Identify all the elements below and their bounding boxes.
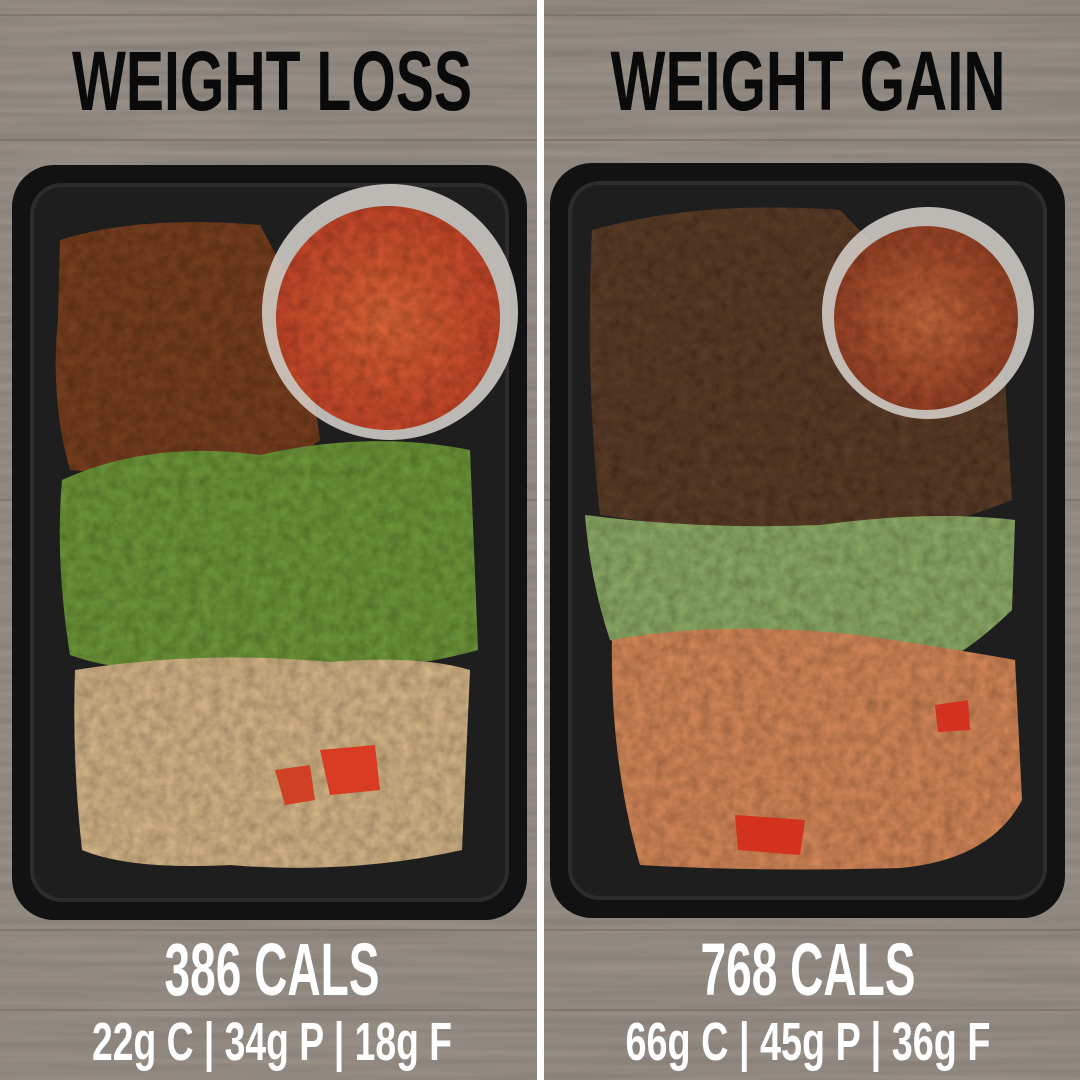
divider [537,0,544,1080]
tomato [275,765,315,805]
panel-title: WEIGHT LOSS [72,34,472,128]
greens [59,441,478,671]
panel-title: WEIGHT GAIN [611,34,1006,128]
right-meal [550,163,1065,918]
tomato [935,700,970,732]
ground-meat [55,222,320,482]
spanish-rice [611,628,1022,870]
salsa [834,226,1018,410]
tomato [320,745,380,795]
cauliflower-rice [74,657,471,868]
tomato [735,815,805,855]
calories: 386 CALS [165,928,380,1011]
greens [585,515,1015,665]
macros: 22g C | 34g P | 18g F [92,1012,452,1073]
macros: 66g C | 45g P | 36g F [626,1012,991,1073]
calories: 768 CALS [701,928,916,1011]
left-meal [12,165,527,920]
salsa [276,206,500,430]
